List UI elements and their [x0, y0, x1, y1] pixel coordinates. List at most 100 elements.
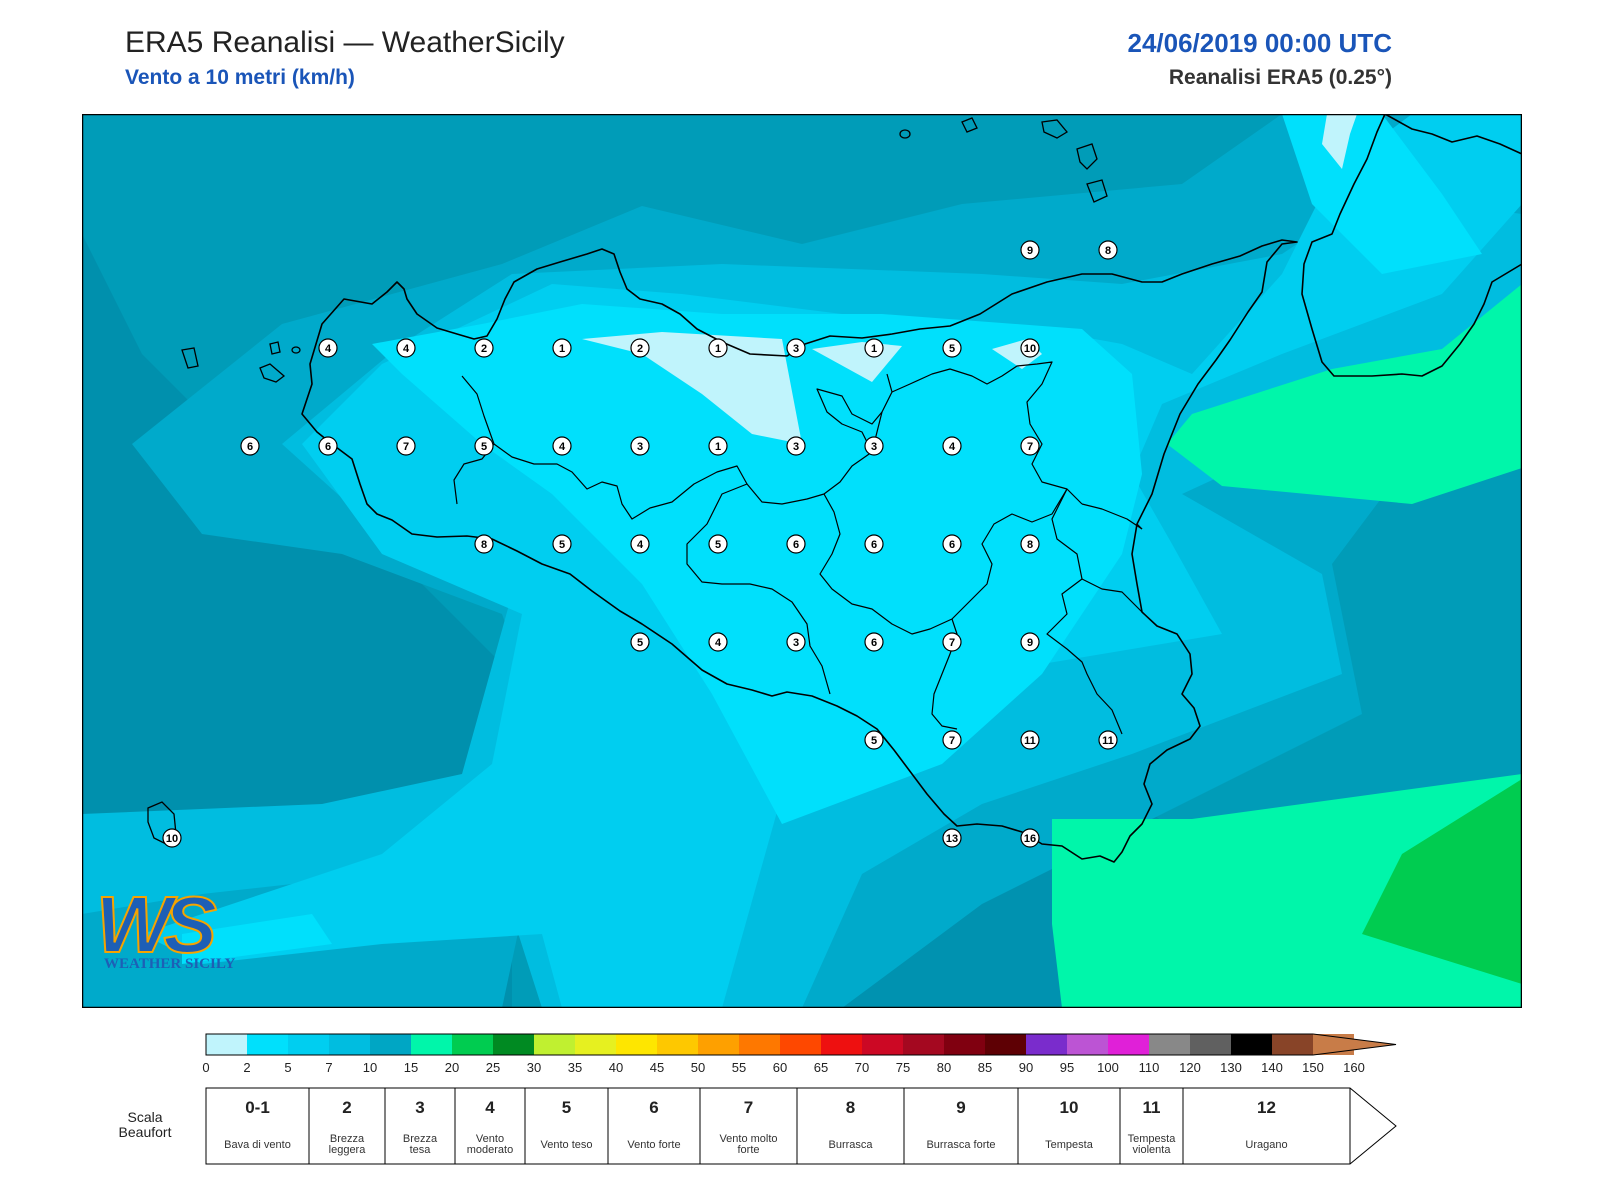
wind-point-marker: [474, 338, 494, 358]
wind-point-marker: [162, 828, 182, 848]
colorbar-tick-label: 5: [284, 1060, 291, 1075]
colorbar-tick-label: 35: [568, 1060, 582, 1075]
wind-point: 6: [240, 436, 260, 456]
wind-point-marker: [630, 632, 650, 652]
colorbar-swatch: [1272, 1034, 1313, 1055]
colorbar-swatch: [1067, 1034, 1108, 1055]
colorbar-tick-label: 55: [732, 1060, 746, 1075]
wind-point-label: 10: [166, 833, 178, 845]
wind-point-label: 8: [1105, 245, 1111, 257]
beaufort-cell: [1182, 1087, 1397, 1165]
beaufort-cell: [1017, 1087, 1121, 1165]
wind-point-label: 2: [481, 343, 487, 355]
beaufort-description: Burrasca forte: [926, 1139, 995, 1151]
beaufort-number: 2: [342, 1098, 351, 1117]
wind-point-marker: [552, 534, 572, 554]
wind-point-label: 7: [949, 637, 955, 649]
colorbar-swatch: [411, 1034, 452, 1055]
colorbar-swatch: [657, 1034, 698, 1055]
wind-point-label: 5: [481, 441, 487, 453]
wind-point-marker: [864, 436, 884, 456]
wind-point-label: 5: [715, 539, 721, 551]
wind-point: 6: [942, 534, 962, 554]
wind-point-marker: [786, 436, 806, 456]
wind-point-label: 3: [793, 343, 799, 355]
colorbar-tick-label: 140: [1261, 1060, 1283, 1075]
wind-point-marker: [1020, 338, 1040, 358]
wind-point-marker: [552, 338, 572, 358]
wind-point: 2: [630, 338, 650, 358]
wind-point-marker: [1098, 240, 1118, 260]
wind-point-marker: [942, 436, 962, 456]
colorbar-swatch: [493, 1034, 534, 1055]
colorbar-swatch: [780, 1034, 821, 1055]
colorbar-tick-label: 85: [978, 1060, 992, 1075]
wind-point-label: 11: [1102, 735, 1114, 747]
colorbar-swatch: [534, 1034, 575, 1055]
wind-point-label: 7: [403, 441, 409, 453]
wind-point: 5: [474, 436, 494, 456]
wind-point-marker: [942, 534, 962, 554]
wind-point-marker: [240, 436, 260, 456]
wind-point-label: 6: [871, 637, 877, 649]
wind-point-marker: [396, 436, 416, 456]
wind-point-label: 4: [559, 441, 566, 453]
colorbar-tick-label: 65: [814, 1060, 828, 1075]
wind-point-marker: [942, 828, 962, 848]
wind-point-marker: [630, 338, 650, 358]
wind-point-marker: [1020, 632, 1040, 652]
beaufort-description: Brezza leggera: [329, 1133, 367, 1156]
wind-point: 11: [1020, 730, 1040, 750]
colorbar-frame: [205, 1033, 1313, 1056]
colorbar-swatch: [247, 1034, 288, 1055]
beaufort-caption: Scala Beaufort: [118, 1109, 172, 1140]
colorbar-tick-label: 150: [1302, 1060, 1324, 1075]
wind-point: 7: [396, 436, 416, 456]
colorbar-tick-label: 15: [404, 1060, 418, 1075]
wind-point: 5: [552, 534, 572, 554]
map-frame: [82, 114, 1522, 1008]
field-band-5: [182, 914, 332, 964]
wind-point-marker: [1020, 730, 1040, 750]
wind-point-marker: [708, 338, 728, 358]
wind-point-marker: [630, 436, 650, 456]
wind-point-marker: [318, 338, 338, 358]
wind-point-label: 6: [949, 539, 955, 551]
map-title: ERA5 Reanalisi — WeatherSicily: [125, 26, 565, 59]
beaufort-number: 12: [1257, 1098, 1276, 1117]
wind-point-marker: [474, 436, 494, 456]
wind-point: 6: [864, 632, 884, 652]
wind-point-label: 5: [949, 343, 955, 355]
wind-point-marker: [474, 534, 494, 554]
beaufort-description: Vento forte: [627, 1139, 680, 1151]
wind-point-label: 2: [637, 343, 643, 355]
wind-point: 7: [1020, 436, 1040, 456]
colorbar-tick-label: 70: [855, 1060, 869, 1075]
beaufort-box: 4 Vento moderato: [454, 1087, 526, 1165]
wind-point: 5: [708, 534, 728, 554]
logo-mark: WS: [96, 880, 217, 969]
wind-point-label: 4: [949, 441, 956, 453]
colorbar-tick-label: 110: [1139, 1060, 1160, 1075]
colorbar-swatch: [862, 1034, 903, 1055]
colorbar-swatch: [698, 1034, 739, 1055]
wind-point: 10: [1020, 338, 1040, 358]
wind-point: 6: [786, 534, 806, 554]
wind-point-label: 4: [637, 539, 644, 551]
beaufort-box: 11 Tempesta violenta: [1119, 1087, 1184, 1165]
beaufort-box: 2 Brezza leggera: [308, 1087, 386, 1165]
wind-point-label: 10: [1024, 343, 1036, 355]
beaufort-number: 8: [846, 1098, 855, 1117]
colorbar-swatch: [1149, 1034, 1190, 1055]
wind-point-marker: [786, 338, 806, 358]
wind-point-marker: [1020, 436, 1040, 456]
map-subtitle: Vento a 10 metri (km/h): [125, 66, 355, 89]
wind-point: 10: [162, 828, 182, 848]
wind-point: 7: [942, 730, 962, 750]
beaufort-box: 6 Vento forte: [607, 1087, 701, 1165]
wind-point: 3: [864, 436, 884, 456]
sicily-coastline: [301, 239, 1298, 863]
wind-point: 4: [552, 436, 572, 456]
wind-point-label: 8: [1027, 539, 1033, 551]
colorbar-swatch: [739, 1034, 780, 1055]
